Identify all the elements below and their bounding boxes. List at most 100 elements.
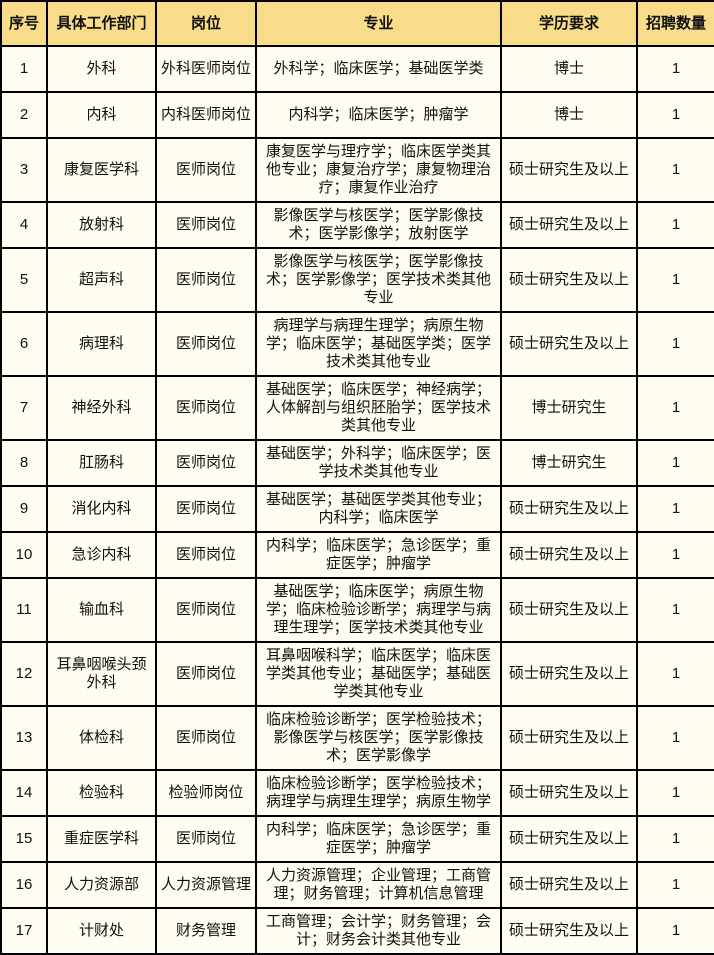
cell-major: 内科学；临床医学；肿瘤学 (255, 91, 502, 139)
cell-major: 外科学；临床医学；基础医学类 (255, 45, 502, 93)
cell-position: 医师岗位 (155, 815, 257, 863)
cell-count: 1 (636, 137, 714, 203)
cell-major: 人力资源管理；企业管理；工商管理；财务管理；计算机信息管理 (255, 861, 502, 909)
cell-position: 财务管理 (155, 907, 257, 955)
cell-position: 医师岗位 (155, 485, 257, 533)
cell-seq: 7 (0, 375, 48, 441)
cell-department: 人力资源部 (46, 861, 157, 909)
cell-count: 1 (636, 531, 714, 579)
cell-position: 医师岗位 (155, 439, 257, 487)
cell-count: 1 (636, 769, 714, 817)
cell-degree: 博士研究生 (500, 439, 638, 487)
cell-position: 内科医师岗位 (155, 91, 257, 139)
cell-count: 1 (636, 201, 714, 249)
cell-count: 1 (636, 247, 714, 313)
cell-department: 超声科 (46, 247, 157, 313)
cell-position: 医师岗位 (155, 531, 257, 579)
cell-count: 1 (636, 705, 714, 771)
table-row: 3 康复医学科 医师岗位 康复医学与理疗学；临床医学类其他专业；康复治疗学；康复… (0, 137, 714, 203)
column-header-department: 具体工作部门 (46, 0, 157, 47)
cell-count: 1 (636, 439, 714, 487)
cell-count: 1 (636, 91, 714, 139)
cell-department: 病理科 (46, 311, 157, 377)
cell-seq: 16 (0, 861, 48, 909)
cell-degree: 硕士研究生及以上 (500, 907, 638, 955)
table-row: 7 神经外科 医师岗位 基础医学；临床医学；神经病学；人体解剖与组织胚胎学；医学… (0, 375, 714, 441)
cell-count: 1 (636, 311, 714, 377)
cell-position: 检验师岗位 (155, 769, 257, 817)
cell-position: 医师岗位 (155, 705, 257, 771)
cell-seq: 12 (0, 641, 48, 707)
column-header-seq: 序号 (0, 0, 48, 47)
header-row: 序号 具体工作部门 岗位 专业 学历要求 招聘数量 (0, 0, 714, 47)
cell-department: 内科 (46, 91, 157, 139)
cell-degree: 硕士研究生及以上 (500, 705, 638, 771)
cell-count: 1 (636, 577, 714, 643)
table-header: 序号 具体工作部门 岗位 专业 学历要求 招聘数量 (0, 0, 714, 47)
cell-position: 医师岗位 (155, 641, 257, 707)
cell-degree: 博士研究生 (500, 375, 638, 441)
cell-department: 康复医学科 (46, 137, 157, 203)
cell-position: 医师岗位 (155, 137, 257, 203)
table-row: 10 急诊内科 医师岗位 内科学；临床医学；急诊医学；重症医学；肿瘤学 硕士研究… (0, 531, 714, 579)
cell-department: 检验科 (46, 769, 157, 817)
cell-major: 影像医学与核医学；医学影像技术；医学影像学；放射医学 (255, 201, 502, 249)
table-row: 16 人力资源部 人力资源管理 人力资源管理；企业管理；工商管理；财务管理；计算… (0, 861, 714, 909)
table-row: 14 检验科 检验师岗位 临床检验诊断学；医学检验技术；病理学与病理生理学；病原… (0, 769, 714, 817)
cell-major: 基础医学；临床医学；病原生物学；临床检验诊断学；病理学与病理生理学；医学技术类其… (255, 577, 502, 643)
table-row: 2 内科 内科医师岗位 内科学；临床医学；肿瘤学 博士 1 (0, 91, 714, 139)
cell-count: 1 (636, 861, 714, 909)
cell-seq: 3 (0, 137, 48, 203)
cell-position: 医师岗位 (155, 201, 257, 249)
cell-department: 计财处 (46, 907, 157, 955)
table-row: 6 病理科 医师岗位 病理学与病理生理学；病原生物学；临床医学；基础医学类；医学… (0, 311, 714, 377)
cell-department: 消化内科 (46, 485, 157, 533)
table-row: 4 放射科 医师岗位 影像医学与核医学；医学影像技术；医学影像学；放射医学 硕士… (0, 201, 714, 249)
table-row: 15 重症医学科 医师岗位 内科学；临床医学；急诊医学；重症医学；肿瘤学 硕士研… (0, 815, 714, 863)
column-header-major: 专业 (255, 0, 502, 47)
table-row: 12 耳鼻咽喉头颈外科 医师岗位 耳鼻咽喉科学；临床医学；临床医学类其他专业；基… (0, 641, 714, 707)
cell-major: 基础医学；临床医学；神经病学；人体解剖与组织胚胎学；医学技术类其他专业 (255, 375, 502, 441)
table-row: 13 体检科 医师岗位 临床检验诊断学；医学检验技术；影像医学与核医学；医学影像… (0, 705, 714, 771)
table-row: 17 计财处 财务管理 工商管理；会计学；财务管理；会计；财务会计类其他专业 硕… (0, 907, 714, 955)
cell-department: 耳鼻咽喉头颈外科 (46, 641, 157, 707)
cell-degree: 博士 (500, 45, 638, 93)
cell-count: 1 (636, 641, 714, 707)
cell-major: 内科学；临床医学；急诊医学；重症医学；肿瘤学 (255, 815, 502, 863)
table-row: 1 外科 外科医师岗位 外科学；临床医学；基础医学类 博士 1 (0, 45, 714, 93)
cell-degree: 硕士研究生及以上 (500, 137, 638, 203)
cell-major: 基础医学；基础医学类其他专业；内科学；临床医学 (255, 485, 502, 533)
column-header-count: 招聘数量 (636, 0, 714, 47)
cell-seq: 8 (0, 439, 48, 487)
cell-seq: 4 (0, 201, 48, 249)
cell-degree: 硕士研究生及以上 (500, 247, 638, 313)
cell-major: 基础医学；外科学；临床医学；医学技术类其他专业 (255, 439, 502, 487)
cell-degree: 硕士研究生及以上 (500, 861, 638, 909)
cell-department: 输血科 (46, 577, 157, 643)
cell-department: 神经外科 (46, 375, 157, 441)
table-row: 11 输血科 医师岗位 基础医学；临床医学；病原生物学；临床检验诊断学；病理学与… (0, 577, 714, 643)
cell-position: 医师岗位 (155, 375, 257, 441)
cell-degree: 博士 (500, 91, 638, 139)
table-row: 5 超声科 医师岗位 影像医学与核医学；医学影像技术；医学影像学；医学技术类其他… (0, 247, 714, 313)
cell-seq: 14 (0, 769, 48, 817)
cell-department: 外科 (46, 45, 157, 93)
cell-count: 1 (636, 485, 714, 533)
cell-seq: 10 (0, 531, 48, 579)
table-row: 9 消化内科 医师岗位 基础医学；基础医学类其他专业；内科学；临床医学 硕士研究… (0, 485, 714, 533)
cell-degree: 硕士研究生及以上 (500, 641, 638, 707)
cell-seq: 1 (0, 45, 48, 93)
cell-degree: 硕士研究生及以上 (500, 769, 638, 817)
cell-seq: 2 (0, 91, 48, 139)
cell-seq: 6 (0, 311, 48, 377)
cell-major: 耳鼻咽喉科学；临床医学；临床医学类其他专业；基础医学；基础医学类其他专业 (255, 641, 502, 707)
cell-position: 人力资源管理 (155, 861, 257, 909)
column-header-degree: 学历要求 (500, 0, 638, 47)
cell-seq: 11 (0, 577, 48, 643)
cell-department: 急诊内科 (46, 531, 157, 579)
cell-seq: 17 (0, 907, 48, 955)
cell-count: 1 (636, 815, 714, 863)
cell-seq: 13 (0, 705, 48, 771)
cell-major: 临床检验诊断学；医学检验技术；病理学与病理生理学；病原生物学 (255, 769, 502, 817)
cell-position: 外科医师岗位 (155, 45, 257, 93)
